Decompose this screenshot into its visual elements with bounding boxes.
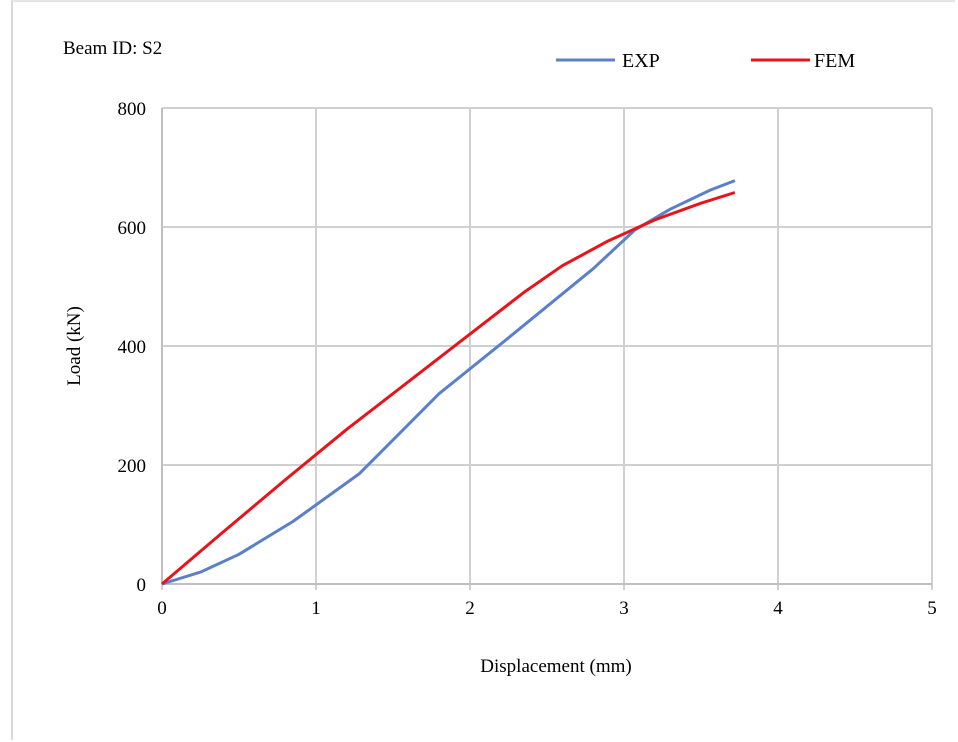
y-axis-label: Load (kN) <box>64 306 85 386</box>
chart-frame <box>11 0 955 740</box>
beam-id-annotation: Beam ID: S2 <box>63 38 163 59</box>
y-tick-label: 400 <box>118 337 147 358</box>
legend-exp-label: EXP <box>622 50 660 72</box>
x-tick-label: 0 <box>157 598 167 619</box>
grid-lines <box>162 107 933 584</box>
y-tick-label: 800 <box>118 99 147 120</box>
y-tick-label: 200 <box>118 456 147 477</box>
x-tick-label: 4 <box>773 598 783 619</box>
x-axis-label: Displacement (mm) <box>480 656 631 677</box>
x-tick-label: 1 <box>311 598 321 619</box>
series-lines <box>161 179 736 586</box>
legend-fem-label: FEM <box>814 50 855 72</box>
x-tick-label: 2 <box>465 598 475 619</box>
tick-labels: 0 1 2 3 4 5 0 200 400 600 800 <box>118 99 937 619</box>
y-tick-label: 600 <box>118 218 147 239</box>
legend: EXP FEM <box>556 50 855 72</box>
x-tick-label: 5 <box>927 598 937 619</box>
axes <box>161 108 933 590</box>
series-line-fem <box>161 191 736 586</box>
x-tick-label: 3 <box>619 598 629 619</box>
y-tick-label: 0 <box>137 575 147 596</box>
series-line-exp <box>161 179 736 586</box>
